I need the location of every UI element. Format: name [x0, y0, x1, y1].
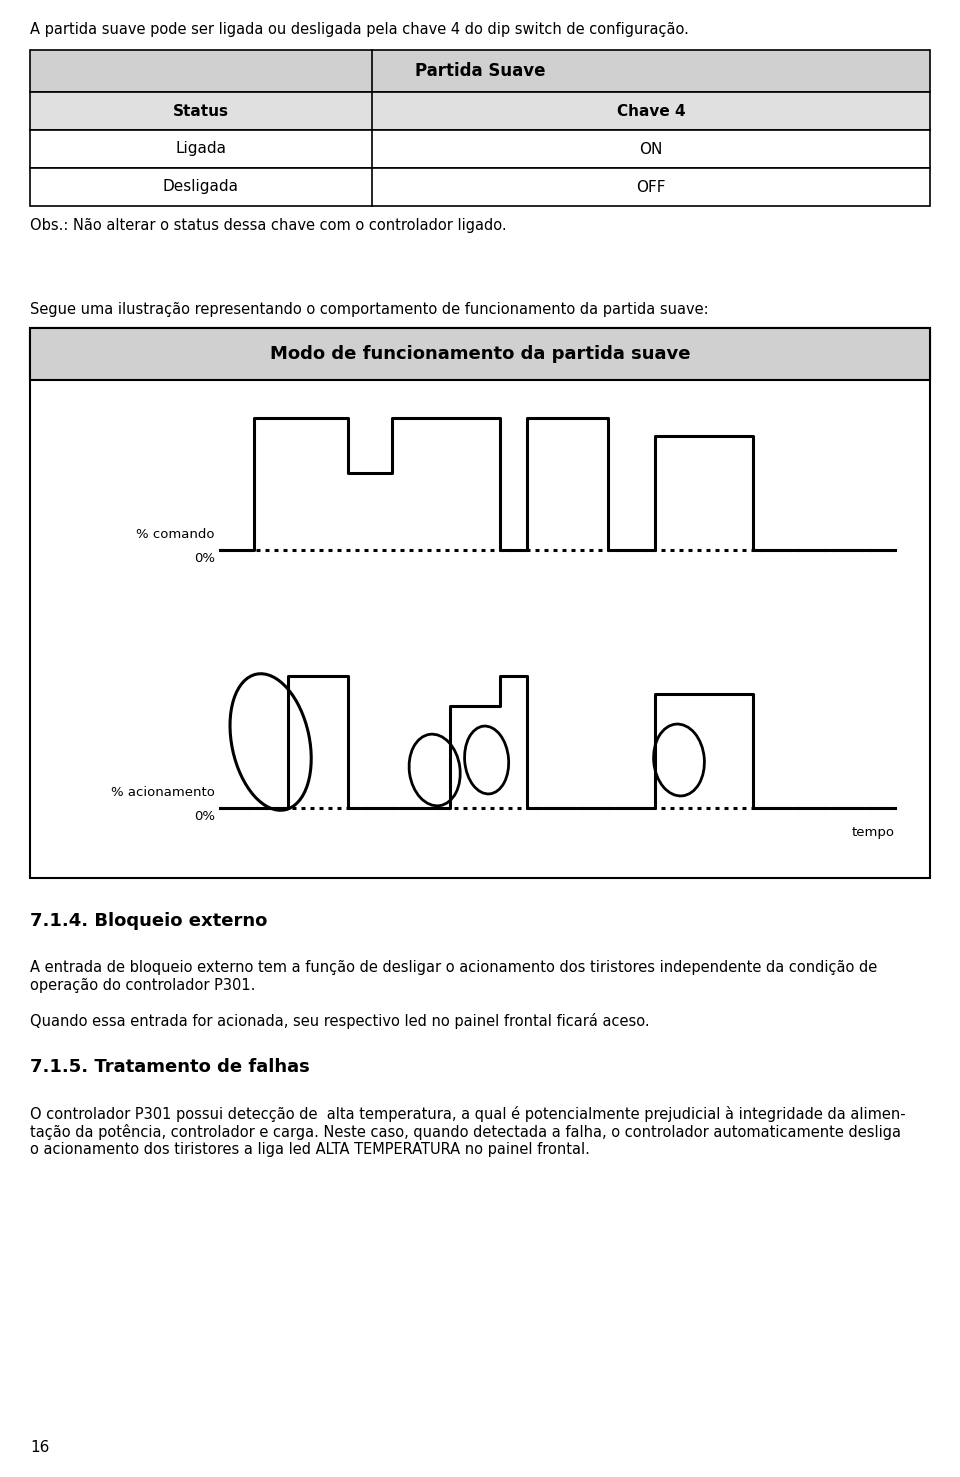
Text: Desligada: Desligada	[163, 180, 239, 195]
Bar	[30, 328, 930, 380]
Bar	[30, 50, 930, 92]
Text: Status: Status	[173, 103, 229, 118]
Text: 16: 16	[30, 1440, 49, 1455]
Text: tação da potência, controlador e carga. Neste caso, quando detectada a falha, o : tação da potência, controlador e carga. …	[30, 1124, 901, 1140]
Bar	[30, 92, 930, 130]
Text: o acionamento dos tiristores a liga led ALTA TEMPERATURA no painel frontal.: o acionamento dos tiristores a liga led …	[30, 1142, 589, 1156]
Text: Segue uma ilustração representando o comportamento de funcionamento da partida s: Segue uma ilustração representando o com…	[30, 301, 708, 318]
Text: % acionamento: % acionamento	[111, 786, 215, 799]
Text: % comando: % comando	[136, 527, 215, 541]
Text: OFF: OFF	[636, 180, 665, 195]
Text: Quando essa entrada for acionada, seu respectivo led no painel frontal ficará ac: Quando essa entrada for acionada, seu re…	[30, 1013, 650, 1029]
Text: Partida Suave: Partida Suave	[415, 62, 545, 80]
Text: 7.1.5. Tratamento de falhas: 7.1.5. Tratamento de falhas	[30, 1058, 310, 1077]
Text: tempo: tempo	[852, 826, 895, 839]
Text: Modo de funcionamento da partida suave: Modo de funcionamento da partida suave	[270, 346, 690, 363]
Bar	[30, 168, 930, 205]
Text: Ligada: Ligada	[176, 142, 227, 157]
Text: operação do controlador P301.: operação do controlador P301.	[30, 978, 255, 993]
Text: 7.1.4. Bloqueio externo: 7.1.4. Bloqueio externo	[30, 911, 268, 931]
Bar	[30, 328, 930, 877]
Text: ON: ON	[639, 142, 662, 157]
Text: Obs.: Não alterar o status dessa chave com o controlador ligado.: Obs.: Não alterar o status dessa chave c…	[30, 219, 507, 233]
Bar	[30, 130, 930, 168]
Text: A entrada de bloqueio externo tem a função de desligar o acionamento dos tiristo: A entrada de bloqueio externo tem a funç…	[30, 960, 877, 975]
Text: 0%: 0%	[194, 809, 215, 823]
Text: A partida suave pode ser ligada ou desligada pela chave 4 do dip switch de confi: A partida suave pode ser ligada ou desli…	[30, 22, 689, 37]
Text: O controlador P301 possui detecção de  alta temperatura, a qual é potencialmente: O controlador P301 possui detecção de al…	[30, 1106, 905, 1123]
Text: Chave 4: Chave 4	[616, 103, 685, 118]
Text: 0%: 0%	[194, 552, 215, 566]
